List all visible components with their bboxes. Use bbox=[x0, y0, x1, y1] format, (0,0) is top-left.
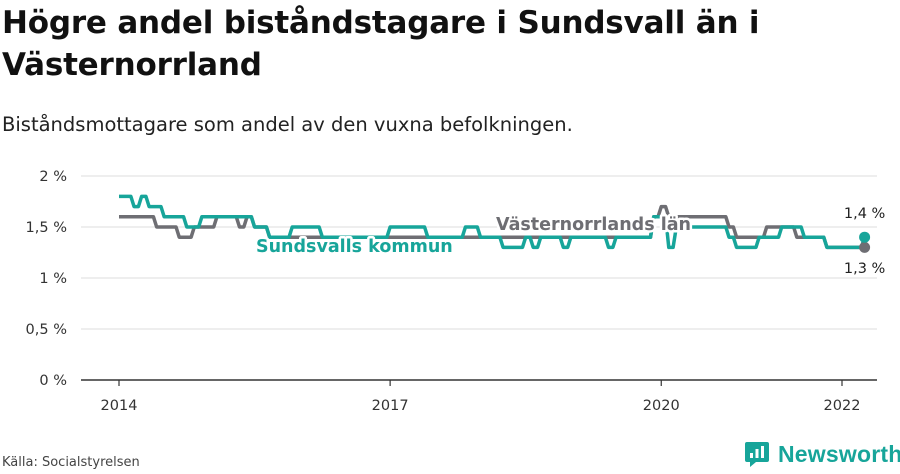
end-point-vasternorrlands-lan bbox=[859, 241, 871, 253]
brand-name: Newsworthy bbox=[778, 440, 900, 467]
end-value-label: 1,3 % bbox=[844, 261, 885, 277]
y-tick-label: 1,5 % bbox=[26, 220, 67, 236]
series-label-sundsvalls-kommun: Sundsvalls kommun bbox=[256, 237, 453, 257]
chart-title: Högre andel biståndstagare i Sundsvall ä… bbox=[2, 5, 760, 83]
brand-logo[interactable]: Newsworthy bbox=[744, 440, 900, 468]
x-tick-label: 2014 bbox=[101, 398, 138, 414]
source-note: Källa: Socialstyrelsen bbox=[2, 455, 140, 470]
y-tick-label: 1 % bbox=[39, 271, 67, 287]
series-label-vasternorrlands-lan: Västernorrlands län bbox=[496, 215, 691, 235]
end-value-label: 1,4 % bbox=[844, 206, 885, 222]
chart-subtitle: Biståndsmottagare som andel av den vuxna… bbox=[2, 113, 573, 136]
y-tick-label: 0,5 % bbox=[26, 322, 67, 338]
series-line-sundsvalls-kommun bbox=[119, 194, 867, 250]
x-tick-label: 2017 bbox=[372, 398, 409, 414]
y-tick-label: 2 % bbox=[39, 169, 67, 185]
end-point-sundsvalls-kommun bbox=[859, 231, 871, 243]
newsworthy-logo-icon bbox=[745, 442, 769, 467]
y-tick-label: 0 % bbox=[39, 373, 67, 389]
x-tick-label: 2022 bbox=[824, 398, 861, 414]
x-tick-label: 2020 bbox=[643, 398, 680, 414]
